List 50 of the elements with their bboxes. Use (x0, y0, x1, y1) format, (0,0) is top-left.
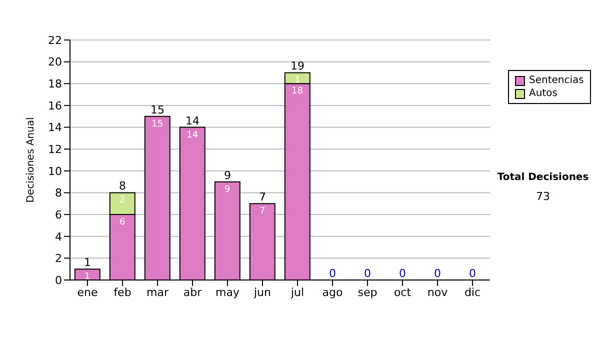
x-tick-label: dic (464, 286, 481, 299)
y-tick-label: 14 (48, 121, 62, 134)
x-tick-label: nov (427, 286, 448, 299)
y-tick-label: 6 (55, 208, 62, 222)
x-tick-label: jun (253, 286, 272, 299)
total-label: 1 (84, 256, 91, 270)
total-label: 14 (186, 114, 200, 128)
data-label: 9 (224, 184, 231, 195)
total-label: 9 (224, 168, 231, 182)
total-label: 0 (434, 267, 441, 280)
data-label: 1 (84, 272, 90, 282)
total-label: 0 (469, 267, 476, 280)
total-label: 0 (329, 267, 336, 280)
data-label: 18 (292, 86, 304, 97)
text: Total Decisiones (496, 172, 590, 183)
x-tick-label: ago (322, 286, 343, 299)
x-tick-label: mar (146, 286, 169, 299)
text: 73 (535, 190, 551, 203)
x-tick-label: sep (358, 286, 378, 299)
y-tick-label: 22 (48, 34, 62, 47)
y-tick-label: 16 (48, 99, 62, 112)
y-tick-label: 20 (48, 56, 62, 69)
data-label: 7 (260, 206, 266, 217)
y-tick-label: 10 (48, 164, 62, 178)
total-label: 0 (399, 267, 406, 280)
x-tick-label: may (216, 286, 240, 299)
data-label: 1 (294, 76, 300, 86)
y-tick-label: 2 (55, 252, 62, 266)
data-label: 15 (152, 119, 164, 130)
y-tick-label: 12 (48, 142, 62, 156)
total-label: 19 (290, 60, 304, 73)
x-tick-label: oct (394, 286, 412, 299)
y-tick-label: 0 (55, 274, 62, 287)
y-axis-title: Decisiones Anual (26, 117, 37, 203)
y-tick-label: 4 (55, 230, 62, 244)
y-tick-label: 8 (55, 186, 62, 200)
legend-label: Sentencias (529, 74, 584, 87)
data-label: 14 (186, 130, 198, 140)
total-label: 0 (364, 267, 371, 280)
x-tick-label: feb (114, 286, 132, 299)
total-label: 8 (119, 180, 126, 193)
x-tick-label: abr (183, 286, 202, 299)
total-label: 15 (150, 103, 164, 116)
x-tick-label: ene (77, 286, 98, 299)
data-label: 2 (120, 196, 126, 206)
data-label: 6 (120, 218, 126, 228)
x-tick-label: jul (290, 286, 304, 299)
y-tick-label: 18 (48, 78, 62, 91)
total-label: 7 (259, 190, 266, 204)
legend-label: Autos (529, 87, 558, 100)
